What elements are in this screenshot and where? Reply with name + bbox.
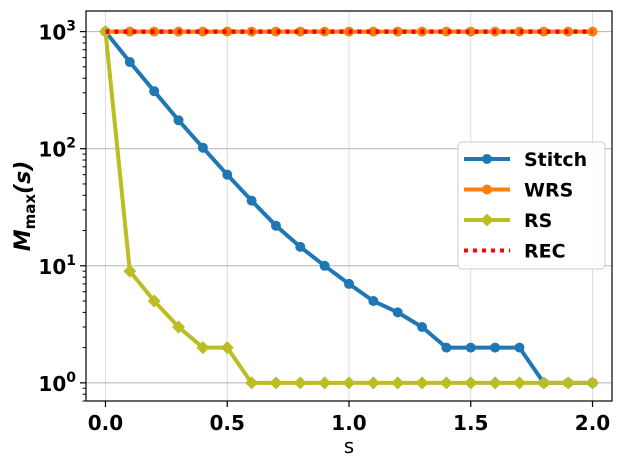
data-point	[366, 376, 380, 390]
data-point	[514, 26, 525, 37]
y-tick-label: 101	[38, 253, 76, 279]
legend-label: REC	[524, 241, 566, 263]
y-tick-label-base: 10	[38, 21, 66, 45]
legend-item-stitch: Stitch	[464, 149, 587, 171]
y-tick-label-exponent: 2	[66, 136, 76, 152]
data-point	[514, 342, 525, 353]
data-point	[415, 376, 429, 390]
x-axis-label: s	[344, 434, 354, 458]
y-axis-label: Mmax(s)	[11, 161, 39, 252]
data-point	[197, 142, 208, 153]
data-point	[197, 26, 208, 37]
legend-item-rec: REC	[464, 241, 566, 263]
y-tick-label-exponent: 1	[66, 253, 76, 269]
y-tick-label-base: 10	[38, 138, 66, 162]
data-point	[488, 376, 502, 390]
x-tick-label: 2.0	[575, 411, 610, 435]
data-point	[124, 57, 135, 68]
data-point	[482, 184, 492, 195]
data-point	[270, 26, 281, 37]
data-point	[318, 376, 332, 390]
y-tick-label-base: 10	[38, 255, 66, 279]
legend-label: WRS	[524, 180, 573, 202]
data-point	[417, 322, 428, 333]
data-point	[439, 376, 453, 390]
y-tick-label-base: 10	[38, 372, 66, 396]
data-point	[269, 376, 283, 390]
y-axis-label-arg: (s)	[11, 161, 36, 194]
data-point	[147, 294, 161, 308]
data-point	[538, 26, 549, 37]
x-tick-label: 0.5	[210, 411, 245, 435]
data-point	[220, 341, 234, 355]
data-point	[465, 342, 476, 353]
y-tick-label: 102	[38, 136, 76, 162]
data-point	[270, 220, 281, 231]
legend-item-rs: RS	[464, 210, 552, 232]
data-point	[319, 260, 330, 271]
data-point	[246, 195, 257, 206]
x-tick-label: 0.0	[88, 411, 123, 435]
legend-label: Stitch	[524, 149, 587, 171]
data-point	[537, 376, 551, 390]
data-point	[561, 376, 575, 390]
legend-box	[457, 141, 606, 270]
data-point	[392, 307, 403, 318]
data-point	[172, 320, 186, 334]
data-point	[441, 26, 452, 37]
data-point	[490, 342, 501, 353]
data-point	[482, 154, 492, 164]
y-tick-label-exponent: 3	[66, 19, 76, 35]
data-point	[586, 376, 600, 390]
data-point	[441, 342, 452, 353]
data-point	[368, 26, 379, 37]
data-point	[480, 213, 494, 227]
data-point	[245, 376, 259, 390]
data-point	[392, 26, 403, 37]
y-tick-label-exponent: 0	[66, 370, 76, 386]
data-point	[295, 26, 306, 37]
data-point	[124, 26, 135, 37]
data-point	[512, 376, 526, 390]
legend-item-wrs: WRS	[464, 180, 573, 202]
data-point	[123, 264, 137, 278]
plot-series	[98, 25, 600, 390]
y-axis-label-main: M	[11, 229, 36, 251]
x-tick-label: 1.0	[331, 411, 366, 435]
data-point	[295, 241, 306, 252]
series-rs	[98, 25, 600, 390]
data-point	[391, 376, 405, 390]
x-tick-label: 1.5	[453, 411, 488, 435]
data-point	[293, 376, 307, 390]
data-point	[222, 169, 233, 180]
data-point	[196, 341, 210, 355]
y-tick-label: 100	[38, 370, 76, 396]
legend-label: RS	[524, 210, 552, 232]
data-point	[465, 26, 476, 37]
y-tick-label: 103	[38, 19, 76, 45]
data-point	[464, 376, 478, 390]
y-axis-label-sub: max	[21, 194, 39, 230]
data-point	[368, 296, 379, 307]
data-point	[173, 115, 184, 126]
data-point	[342, 376, 356, 390]
data-point	[149, 86, 160, 97]
data-point	[222, 26, 233, 37]
data-point	[344, 278, 354, 289]
legend: Stitch WRS RS REC	[457, 141, 606, 270]
